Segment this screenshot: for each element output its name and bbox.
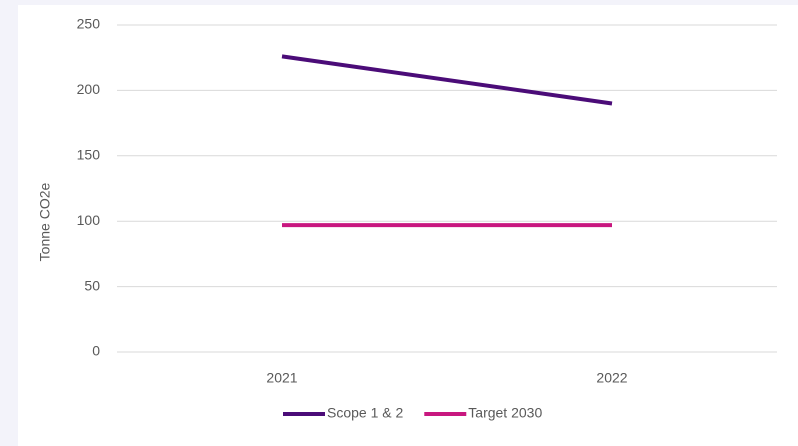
y-tick-label: 0 bbox=[92, 343, 100, 359]
legend-label: Scope 1 & 2 bbox=[327, 405, 403, 421]
y-tick-label: 100 bbox=[77, 212, 101, 228]
y-tick-label: 200 bbox=[77, 81, 101, 97]
y-tick-label: 50 bbox=[84, 277, 100, 293]
x-tick-label: 2022 bbox=[596, 370, 627, 386]
legend-label: Target 2030 bbox=[468, 405, 542, 421]
x-tick-label: 2021 bbox=[266, 370, 297, 386]
y-tick-label: 250 bbox=[77, 16, 101, 32]
series-line bbox=[281, 54, 613, 106]
y-tick-label: 150 bbox=[77, 147, 101, 163]
y-axis-label: Tonne CO2e bbox=[37, 182, 53, 261]
